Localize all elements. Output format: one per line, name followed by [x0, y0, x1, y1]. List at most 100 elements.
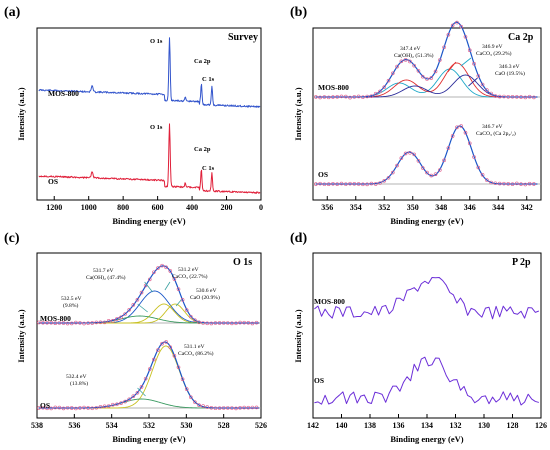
raw-data-point-os	[373, 182, 378, 186]
raw-data-point-mos800	[429, 76, 434, 80]
panel-a-xtick-label: 1200	[46, 203, 62, 212]
raw-data-point-mos800	[348, 95, 352, 100]
raw-data-point-mos800	[416, 69, 421, 73]
raw-data-point-os	[106, 404, 111, 408]
raw-data-point-os	[45, 406, 49, 411]
raw-data-point-os	[450, 134, 455, 138]
panel-d-ylabel: Intensity (a.u.)	[293, 309, 303, 362]
panel-c-ann-13-8: (13.8%)	[70, 380, 88, 387]
panel-d-frame	[312, 252, 542, 419]
raw-data-point-os	[485, 178, 489, 182]
panel-a-series-mos: MOS-800	[48, 89, 79, 98]
raw-data-point-mos800	[356, 94, 361, 99]
panel-b-ann-caco3-os: CaCO₃ (Ca 2p₃/₂)	[476, 130, 516, 137]
raw-data-point-mos800	[94, 320, 99, 325]
annotation-arrow	[164, 281, 171, 291]
panel-d-xtick-label: 134	[421, 421, 433, 430]
panel-d-xtick-label: 126	[535, 421, 547, 430]
raw-data-point-mos800	[106, 319, 111, 323]
raw-data-point-mos800	[326, 95, 331, 100]
raw-data-point-mos800	[527, 94, 532, 99]
raw-data-point-mos800	[164, 265, 168, 270]
panel-b-xlabel: Binding energy (eV)	[390, 216, 463, 226]
panel-b-xtick-label: 356	[321, 203, 333, 212]
raw-data-point-mos800	[234, 321, 238, 326]
raw-data-point-mos800	[455, 20, 459, 25]
panel-c-xtick-label: 530	[180, 421, 192, 430]
raw-data-point-os	[168, 345, 173, 349]
panel-b-ann-346-7: 346.7 eV	[482, 124, 503, 130]
raw-data-point-os	[390, 170, 395, 175]
raw-data-point-mos800	[318, 95, 322, 100]
panel-a-xtick-label: 0	[259, 203, 263, 212]
raw-data-point-os	[127, 397, 132, 402]
raw-data-point-os	[69, 406, 74, 410]
raw-data-point-mos800	[152, 270, 156, 275]
raw-data-point-mos800	[446, 32, 451, 37]
raw-data-point-os	[86, 406, 90, 410]
raw-data-point-mos800	[49, 320, 53, 325]
raw-data-point-mos800	[37, 320, 41, 325]
raw-data-point-mos800	[102, 320, 107, 325]
panel-a-ylabel: Intensity (a.u.)	[16, 87, 26, 140]
raw-data-point-os	[446, 146, 451, 150]
panel-c-ann-531-2: 531.2 eV	[178, 267, 199, 273]
raw-data-point-mos800	[420, 74, 425, 79]
raw-data-point-os	[189, 395, 193, 399]
raw-data-point-mos800	[209, 321, 214, 326]
raw-data-point-os	[493, 181, 498, 186]
raw-data-point-mos800	[502, 94, 506, 99]
panel-b-title: Ca 2p	[508, 32, 534, 43]
panel-c-xtick-label: 532	[143, 421, 155, 430]
raw-data-point-mos800	[395, 64, 399, 69]
raw-data-point-os	[331, 182, 335, 186]
raw-data-point-os	[131, 394, 136, 398]
raw-data-point-mos800	[176, 287, 181, 291]
raw-data-point-os	[489, 180, 493, 185]
panel-b-frame	[312, 27, 542, 201]
raw-data-point-mos800	[213, 321, 218, 325]
raw-data-point-mos800	[201, 321, 205, 325]
raw-data-point-mos800	[57, 321, 62, 325]
raw-data-point-mos800	[386, 78, 391, 83]
raw-data-point-mos800	[442, 45, 446, 50]
raw-data-point-os	[147, 367, 152, 371]
raw-data-point-mos800	[221, 321, 226, 325]
panel-a-ticks: 1200 1000 800 600 400 200 0	[46, 196, 263, 212]
raw-data-point-mos800	[497, 94, 502, 99]
raw-data-point-os	[164, 340, 168, 344]
raw-data-point-os	[98, 404, 103, 409]
panel-d-xlabel: Binding energy (eV)	[390, 434, 463, 444]
panel-a-xtick-label: 800	[117, 203, 129, 212]
panel-a-peak-c1s-mos: C 1s	[202, 76, 215, 83]
raw-data-point-os	[82, 405, 86, 410]
panel-c-xtick-label: 528	[218, 421, 230, 430]
panel-a-title: Survey	[228, 32, 258, 43]
panel-b-xtick-label: 350	[407, 203, 419, 212]
panel-d-xtick-label: 132	[450, 421, 462, 430]
raw-data-point-os	[459, 124, 464, 128]
raw-data-point-mos800	[246, 321, 251, 325]
panel-c-series-mos: MOS-800	[40, 314, 71, 323]
annotation-arrow	[468, 77, 478, 87]
raw-data-point-os	[152, 357, 156, 362]
raw-data-point-mos800	[123, 312, 127, 316]
raw-data-point-os	[412, 152, 416, 157]
raw-data-point-os	[318, 181, 322, 186]
panel-b-xtick-label: 346	[464, 203, 476, 212]
raw-data-point-os	[519, 182, 523, 186]
panel-b-ann-caoh2: Ca(OH)₂ (51.3%)	[394, 52, 434, 59]
raw-data-point-os	[352, 182, 357, 186]
raw-data-point-mos800	[493, 94, 498, 98]
raw-data-point-os	[420, 166, 425, 170]
raw-data-point-os	[37, 406, 41, 410]
raw-data-point-os	[230, 406, 234, 410]
raw-data-point-mos800	[172, 277, 177, 281]
panel-c-ann-530-6: 530.6 eV	[196, 288, 217, 294]
panel-c-xlabel: Binding energy (eV)	[112, 434, 185, 444]
panel-c-ann-532-5: 532.5 eV	[61, 296, 82, 302]
panel-b-ann-347-4: 347.4 eV	[400, 46, 421, 52]
panel-a-frame	[36, 27, 262, 201]
raw-data-point-mos800	[390, 71, 395, 76]
raw-data-point-mos800	[408, 59, 412, 64]
